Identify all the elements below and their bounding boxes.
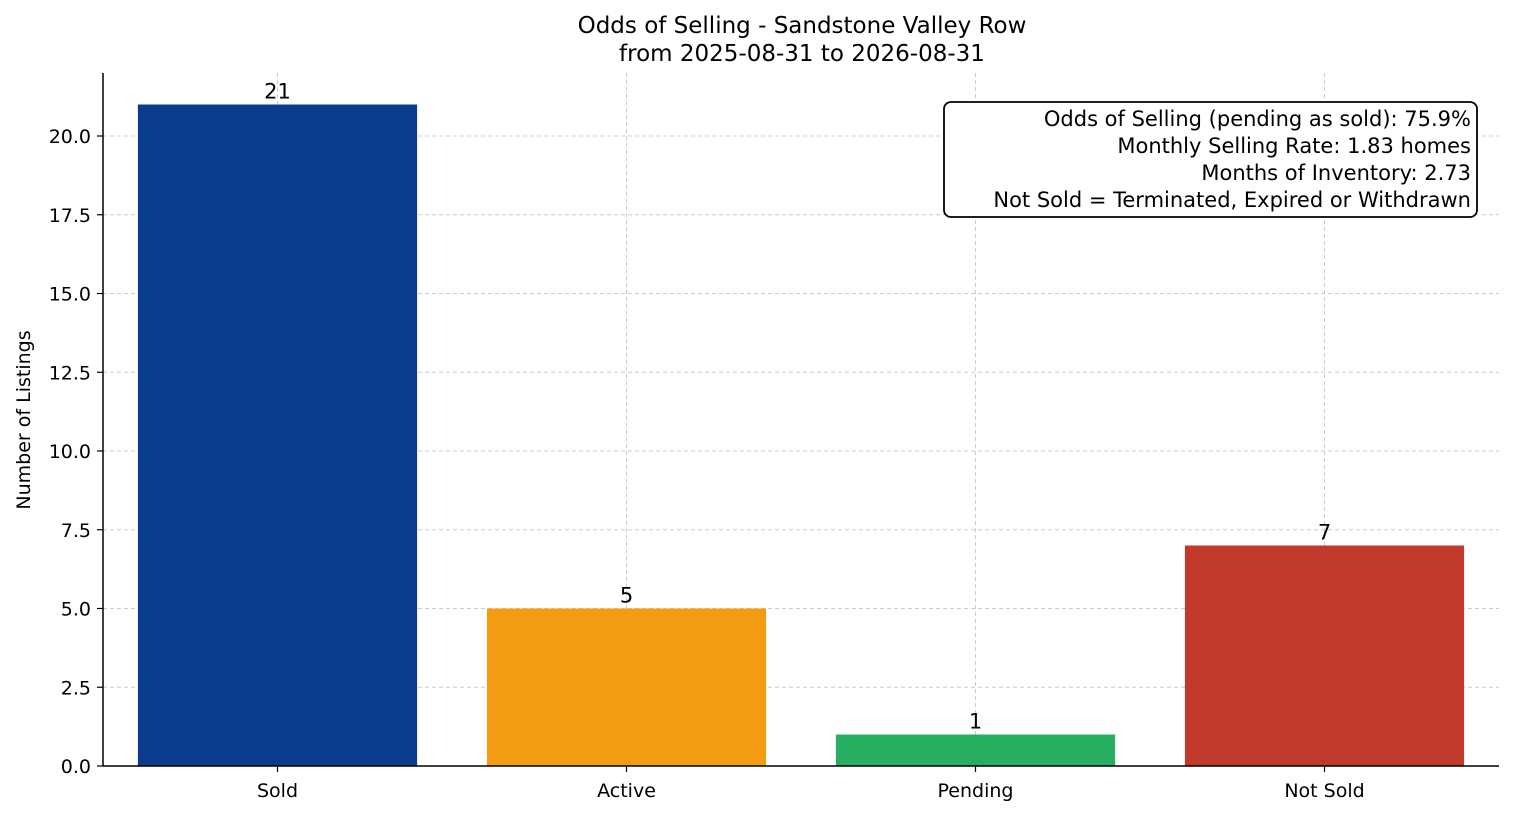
- y-axis-label: Number of Listings: [13, 330, 35, 509]
- y-tick-label: 12.5: [49, 362, 91, 384]
- x-tick-label: Pending: [938, 780, 1014, 802]
- bar-value-label: 21: [264, 80, 291, 104]
- bar-sold: [137, 104, 418, 766]
- y-tick-label: 0.0: [61, 756, 91, 778]
- info-box-line: Monthly Selling Rate: 1.83 homes: [1117, 134, 1471, 158]
- y-tick-label: 20.0: [49, 126, 91, 148]
- bar-value-label: 7: [1318, 521, 1331, 545]
- axes: 0.0 2.5 5.0 7.5 10.0 12.5 15.0 17.5 20.0 Sold Acti…: [49, 73, 1499, 802]
- bar-not-sold: [1184, 545, 1465, 766]
- bar-value-label: 1: [969, 710, 982, 734]
- info-box-line: Not Sold = Terminated, Expired or Withdr…: [993, 188, 1471, 212]
- y-tick-label: 15.0: [49, 284, 91, 306]
- info-box-line: Odds of Selling (pending as sold): 75.9%: [1044, 107, 1471, 131]
- info-box-frame: [943, 101, 1478, 218]
- bar-active: [486, 608, 767, 766]
- bars: 21 5 1 7: [137, 80, 1465, 766]
- bar-pending: [835, 734, 1116, 766]
- bar-value-label: 5: [620, 584, 633, 608]
- y-tick-label: 10.0: [49, 441, 91, 463]
- x-tick-label: Active: [597, 780, 656, 802]
- chart-subtitle: from 2025-08-31 to 2026-08-31: [619, 41, 985, 67]
- y-tick-label: 5.0: [61, 599, 91, 621]
- x-tick-label: Sold: [257, 780, 298, 802]
- info-box: Odds of Selling (pending as sold): 75.9%…: [943, 101, 1478, 218]
- y-tick-label: 2.5: [61, 677, 91, 699]
- chart-title: Odds of Selling - Sandstone Valley Row: [578, 13, 1027, 39]
- x-tick-label: Not Sold: [1284, 780, 1364, 802]
- y-tick-label: 7.5: [61, 520, 91, 542]
- info-box-line: Months of Inventory: 2.73: [1201, 161, 1471, 185]
- y-tick-label: 17.5: [49, 205, 91, 227]
